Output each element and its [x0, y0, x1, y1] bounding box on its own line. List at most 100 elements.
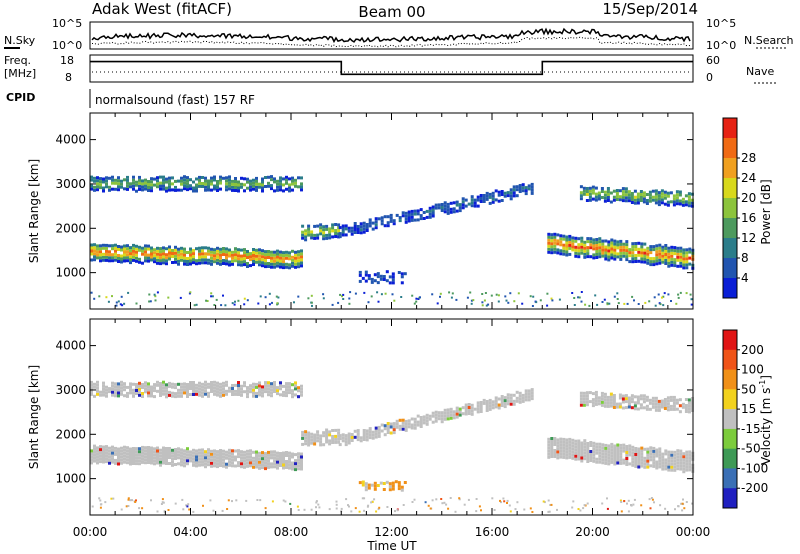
heatmap-cell: [619, 239, 623, 243]
heatmap-cell: [105, 445, 108, 449]
heatmap-cell: [574, 254, 578, 258]
heatmap-cell: [547, 250, 551, 254]
heatmap-cell: [675, 302, 678, 305]
heatmap-cell: [434, 413, 438, 417]
heatmap-cell: [335, 503, 338, 506]
heatmap-cell: [677, 296, 680, 299]
heatmap-cell: [222, 461, 225, 465]
heatmap-cell: [183, 187, 186, 191]
heatmap-cell: [344, 227, 348, 231]
heatmap-cell: [595, 244, 599, 247]
heatmap-cell: [198, 451, 201, 455]
heatmap-cell: [622, 458, 626, 462]
heatmap-cell: [652, 245, 656, 249]
heatmap-cell: [123, 244, 126, 248]
heatmap-cell: [294, 250, 297, 254]
heatmap-cell: [144, 259, 147, 263]
heatmap-cell: [185, 504, 188, 507]
heatmap-cell: [300, 464, 303, 468]
heatmap-cell: [583, 442, 587, 446]
heatmap-cell: [652, 257, 656, 261]
heatmap-cell: [662, 304, 665, 307]
heatmap-cell: [616, 455, 620, 459]
heatmap-cell: [162, 501, 165, 504]
heatmap-cell: [219, 391, 222, 395]
heatmap-cell: [666, 194, 670, 198]
heatmap-cell: [228, 386, 231, 390]
heatmap-cell: [123, 445, 126, 449]
heatmap-cell: [174, 245, 177, 249]
heatmap-cell: [568, 455, 572, 459]
heatmap-cell: [288, 257, 291, 261]
heatmap-cell: [189, 262, 192, 266]
heatmap-cell: [207, 252, 210, 256]
heatmap-cell: [637, 462, 641, 466]
heatmap-cell: [373, 279, 377, 283]
heatmap-cell: [466, 296, 469, 299]
heatmap-cell: [690, 298, 693, 301]
heatmap-cell: [207, 448, 210, 452]
heatmap-cell: [192, 460, 195, 464]
heatmap-cell: [144, 449, 147, 453]
heatmap-cell: [147, 244, 150, 248]
heatmap-cell: [512, 399, 516, 403]
heatmap-cell: [585, 394, 589, 398]
heatmap-cell: [228, 254, 231, 258]
heatmap-cell: [270, 450, 273, 454]
heatmap-cell: [580, 444, 584, 448]
heatmap-cell: [612, 406, 616, 409]
colorbar-segment: [723, 218, 737, 239]
heatmap-cell: [676, 464, 680, 468]
heatmap-cell: [341, 295, 343, 298]
heatmap-cell: [123, 388, 126, 392]
heatmap-cell: [427, 504, 430, 507]
heatmap-cell: [598, 442, 602, 446]
heatmap-cell: [319, 223, 323, 227]
heatmap-cell: [518, 391, 522, 395]
heatmap-cell: [642, 400, 646, 404]
heatmap-cell: [264, 461, 267, 465]
heatmap-cell: [129, 447, 132, 451]
heatmap-cell: [392, 431, 396, 435]
heatmap-cell: [588, 192, 592, 196]
heatmap-cell: [304, 235, 308, 239]
heatmap-cell: [114, 258, 117, 262]
heatmap-cell: [679, 264, 683, 268]
heatmap-cell: [180, 252, 183, 256]
heatmap-cell: [613, 242, 617, 246]
heatmap-cell: [183, 388, 186, 392]
heatmap-cell: [371, 430, 375, 434]
heatmap-cell: [679, 252, 683, 256]
heatmap-cell: [685, 292, 688, 295]
heatmap-cell: [639, 403, 643, 407]
heatmap-cell: [586, 240, 590, 244]
heatmap-cell: [204, 453, 207, 457]
heatmap-cell: [622, 245, 626, 249]
heatmap-cell: [497, 294, 500, 297]
heatmap-cell: [204, 456, 207, 460]
heatmap-cell: [219, 382, 222, 386]
heatmap-cell: [234, 455, 237, 459]
heatmap-cell: [153, 177, 156, 181]
heatmap-cell: [165, 180, 168, 184]
heatmap-cell: [661, 254, 665, 258]
heatmap-cell: [580, 459, 584, 463]
heatmap-cell: [623, 500, 626, 502]
heatmap-cell: [550, 446, 554, 449]
heatmap-cell: [150, 499, 152, 502]
heatmap-cell: [318, 506, 321, 509]
heatmap-cell: [637, 247, 641, 251]
heatmap-cell: [186, 179, 189, 183]
heatmap-cell: [655, 259, 659, 263]
heatmap-cell: [604, 446, 608, 450]
heatmap-cell: [267, 175, 270, 179]
heatmap-cell: [565, 244, 569, 248]
heatmap-cell: [127, 291, 130, 294]
heatmap-cell: [319, 229, 323, 233]
heatmap-cell: [105, 451, 108, 455]
heatmap-cell: [186, 251, 189, 254]
heatmap-cell: [657, 408, 661, 412]
heatmap-cell: [189, 247, 192, 251]
heatmap-cell: [643, 456, 647, 460]
heatmap-cell: [276, 182, 279, 186]
